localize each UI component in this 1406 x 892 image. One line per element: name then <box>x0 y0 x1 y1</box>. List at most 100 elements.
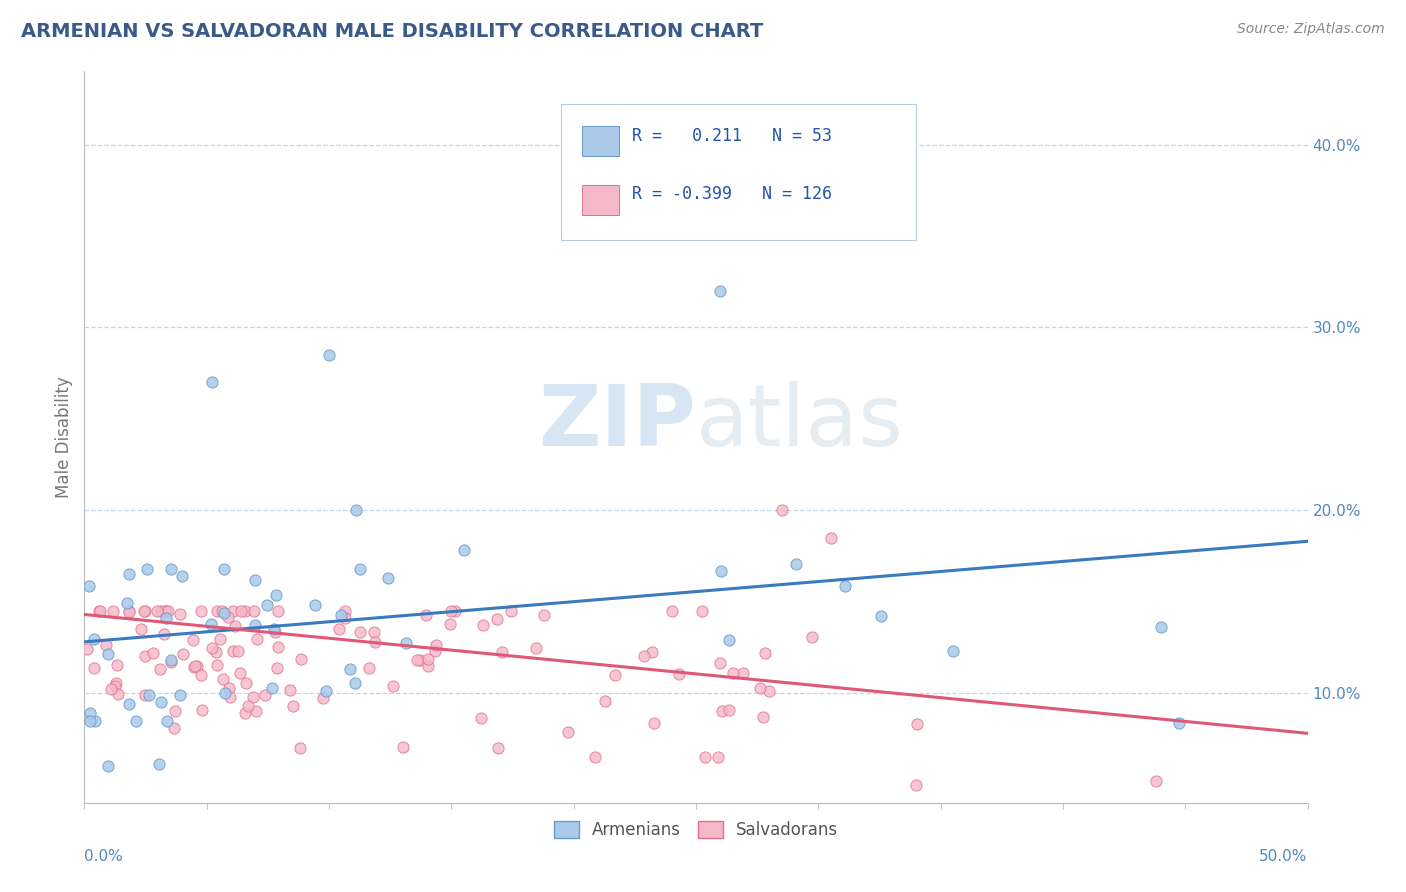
Point <box>364 635 387 649</box>
Point <box>262 681 284 695</box>
Point <box>190 604 212 618</box>
Point <box>159 653 181 667</box>
Point <box>226 644 249 658</box>
Point <box>440 604 463 618</box>
Text: R =   0.211   N = 53: R = 0.211 N = 53 <box>633 127 832 145</box>
Point <box>820 531 842 545</box>
Point <box>266 661 288 675</box>
Point <box>217 610 239 624</box>
Point <box>770 503 793 517</box>
Point <box>155 611 177 625</box>
Point <box>201 640 224 655</box>
Point <box>229 604 252 618</box>
Point <box>444 604 467 618</box>
Point <box>266 640 288 655</box>
Text: 0.0%: 0.0% <box>84 848 124 863</box>
Point <box>218 681 240 695</box>
Point <box>183 660 205 674</box>
Point <box>524 641 547 656</box>
Point <box>134 604 156 618</box>
Point <box>170 569 193 583</box>
Point <box>100 681 122 696</box>
Point <box>79 706 101 720</box>
Point <box>312 691 335 706</box>
Point <box>439 617 461 632</box>
Point <box>245 704 267 718</box>
Point <box>328 622 350 636</box>
Point <box>391 739 413 754</box>
Point <box>264 625 287 640</box>
Point <box>186 658 208 673</box>
Point <box>641 645 664 659</box>
Point <box>190 667 212 681</box>
Point <box>118 605 141 619</box>
Point <box>315 684 337 698</box>
Point <box>603 667 626 681</box>
Point <box>751 710 773 724</box>
Point <box>418 658 440 673</box>
Point <box>160 562 183 576</box>
Point <box>834 579 856 593</box>
Text: 50.0%: 50.0% <box>1260 848 1308 863</box>
Point <box>211 604 233 618</box>
Point <box>415 608 437 623</box>
Text: R = -0.399   N = 126: R = -0.399 N = 126 <box>633 186 832 203</box>
Point <box>224 619 246 633</box>
Point <box>633 648 655 663</box>
Point <box>425 638 447 652</box>
Point <box>235 676 257 690</box>
Point <box>152 627 174 641</box>
Point <box>707 750 730 764</box>
Point <box>246 632 269 646</box>
Point <box>349 562 371 576</box>
Point <box>453 543 475 558</box>
Point <box>233 604 256 618</box>
Point <box>905 778 928 792</box>
Point <box>339 662 361 676</box>
Point <box>136 562 159 576</box>
Point <box>710 564 733 578</box>
Point <box>243 574 266 588</box>
Point <box>87 604 110 618</box>
Point <box>221 644 243 658</box>
Point <box>142 646 165 660</box>
Point <box>214 606 236 620</box>
Point <box>207 604 229 618</box>
Point <box>242 690 264 704</box>
Point <box>105 676 128 690</box>
Point <box>485 612 508 626</box>
Point <box>191 703 214 717</box>
Point <box>690 604 713 618</box>
Point <box>156 714 179 728</box>
Point <box>583 750 606 764</box>
Point <box>149 604 172 618</box>
Point <box>236 699 259 714</box>
Point <box>153 604 176 618</box>
Point <box>499 604 522 618</box>
Point <box>643 715 665 730</box>
Point <box>118 604 141 618</box>
Point <box>115 596 138 610</box>
Point <box>212 562 235 576</box>
Point <box>423 644 446 658</box>
Point <box>207 657 229 672</box>
Point <box>472 617 495 632</box>
Point <box>254 688 277 702</box>
Point <box>256 598 278 612</box>
Point <box>214 686 236 700</box>
Point <box>83 714 105 728</box>
Point <box>200 617 222 632</box>
Point <box>668 667 690 681</box>
Point <box>717 703 740 717</box>
Point <box>79 714 101 728</box>
Point <box>172 647 194 661</box>
Point <box>156 604 179 618</box>
Point <box>263 622 285 636</box>
Point <box>221 604 243 618</box>
Point <box>304 598 326 612</box>
Point <box>470 711 492 725</box>
Point <box>76 641 98 656</box>
Point <box>343 675 366 690</box>
Point <box>661 604 683 618</box>
Point <box>131 622 153 636</box>
